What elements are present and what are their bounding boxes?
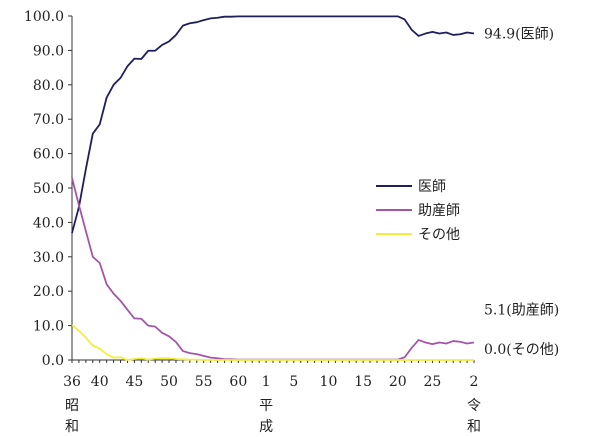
legend-label: 助産師 bbox=[418, 203, 460, 219]
x-tick-label: 60 bbox=[229, 374, 247, 390]
y-tick-label: 70.0 bbox=[33, 112, 64, 128]
end-value-label: 94.9(医師) bbox=[484, 27, 554, 43]
x-axis-ticks: 36 40 45 50 55 60 1 5 10 15 20 25 2 bbox=[63, 360, 478, 390]
end-value-label: 5.1(助産師) bbox=[484, 302, 559, 318]
y-tick-label: 0.0 bbox=[42, 353, 64, 369]
era-label-char: 平 bbox=[259, 398, 273, 414]
legend-label: 医師 bbox=[418, 179, 446, 195]
x-tick-label: 36 bbox=[63, 374, 81, 390]
x-tick-label: 25 bbox=[423, 374, 441, 390]
plot-area: 0.0 10.0 20.0 30.0 40.0 50.0 60.0 70.0 80.0 90.0 1… bbox=[24, 9, 559, 435]
era-label-char: 和 bbox=[467, 419, 481, 435]
x-tick-label: 15 bbox=[354, 374, 372, 390]
x-tick-label: 55 bbox=[195, 374, 213, 390]
legend-label: その他 bbox=[418, 227, 460, 243]
end-value-label: 0.0(その他) bbox=[484, 342, 559, 358]
y-axis-ticks: 0.0 10.0 20.0 30.0 40.0 50.0 60.0 70.0 80.0 90.0 1… bbox=[24, 9, 72, 369]
end-value-labels: 94.9(医師) 5.1(助産師) 0.0(その他) bbox=[484, 27, 559, 358]
x-tick-label: 40 bbox=[91, 374, 109, 390]
x-tick-label: 45 bbox=[125, 374, 143, 390]
y-tick-label: 90.0 bbox=[33, 43, 64, 59]
x-tick-label: 50 bbox=[160, 374, 178, 390]
y-tick-label: 60.0 bbox=[33, 147, 64, 163]
y-tick-label: 20.0 bbox=[33, 284, 64, 300]
series-line bbox=[71, 324, 474, 361]
era-label-char: 昭 bbox=[65, 398, 79, 414]
y-tick-label: 30.0 bbox=[33, 250, 64, 266]
y-tick-label: 50.0 bbox=[33, 181, 64, 197]
y-tick-label: 80.0 bbox=[33, 78, 64, 94]
x-tick-label: 1 bbox=[262, 374, 271, 390]
series-line bbox=[71, 15, 475, 234]
era-label-char: 成 bbox=[259, 419, 273, 435]
x-tick-label: 5 bbox=[289, 374, 298, 390]
y-tick-label: 10.0 bbox=[33, 319, 64, 335]
era-label-char: 令 bbox=[467, 398, 481, 414]
x-tick-label: 10 bbox=[320, 374, 338, 390]
y-tick-label: 100.0 bbox=[24, 9, 64, 25]
series-line bbox=[71, 177, 475, 361]
x-tick-label: 20 bbox=[389, 374, 407, 390]
era-label-char: 和 bbox=[65, 419, 79, 435]
series-lines bbox=[71, 15, 475, 361]
x-tick-label: 2 bbox=[470, 374, 479, 390]
y-tick-label: 40.0 bbox=[33, 215, 64, 231]
